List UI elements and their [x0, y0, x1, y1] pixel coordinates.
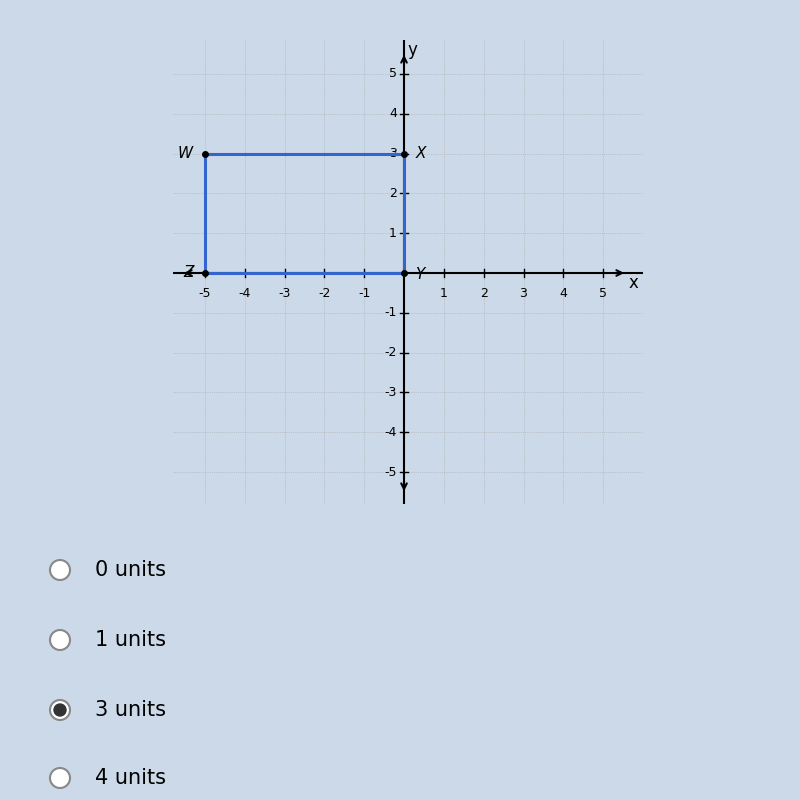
Circle shape — [54, 704, 66, 716]
Text: 3: 3 — [519, 287, 527, 300]
Text: 2: 2 — [389, 187, 397, 200]
Text: -4: -4 — [385, 426, 397, 439]
Text: -2: -2 — [385, 346, 397, 359]
Text: -4: -4 — [238, 287, 251, 300]
Text: X: X — [415, 146, 426, 161]
Text: 4: 4 — [559, 287, 567, 300]
Text: 3: 3 — [389, 147, 397, 160]
Circle shape — [50, 560, 70, 580]
Text: -3: -3 — [385, 386, 397, 399]
Text: 1: 1 — [440, 287, 448, 300]
Text: 4: 4 — [389, 107, 397, 120]
Text: x: x — [628, 274, 638, 292]
Text: 3 units: 3 units — [95, 700, 166, 720]
Text: 0 units: 0 units — [95, 560, 166, 580]
Text: Z: Z — [183, 266, 194, 281]
Text: 1 units: 1 units — [95, 630, 166, 650]
Circle shape — [50, 768, 70, 788]
Text: -5: -5 — [384, 466, 397, 478]
Text: 1: 1 — [389, 226, 397, 240]
Text: -5: -5 — [198, 287, 211, 300]
Text: -1: -1 — [385, 306, 397, 319]
Circle shape — [50, 700, 70, 720]
Text: 2: 2 — [480, 287, 488, 300]
Circle shape — [50, 630, 70, 650]
Text: y: y — [407, 41, 417, 59]
Text: Y: Y — [415, 267, 425, 282]
Text: -2: -2 — [318, 287, 330, 300]
Text: W: W — [178, 146, 193, 161]
Text: 4 units: 4 units — [95, 768, 166, 788]
Text: 5: 5 — [389, 67, 397, 80]
Text: 5: 5 — [599, 287, 607, 300]
Text: -3: -3 — [278, 287, 290, 300]
Text: -1: -1 — [358, 287, 370, 300]
